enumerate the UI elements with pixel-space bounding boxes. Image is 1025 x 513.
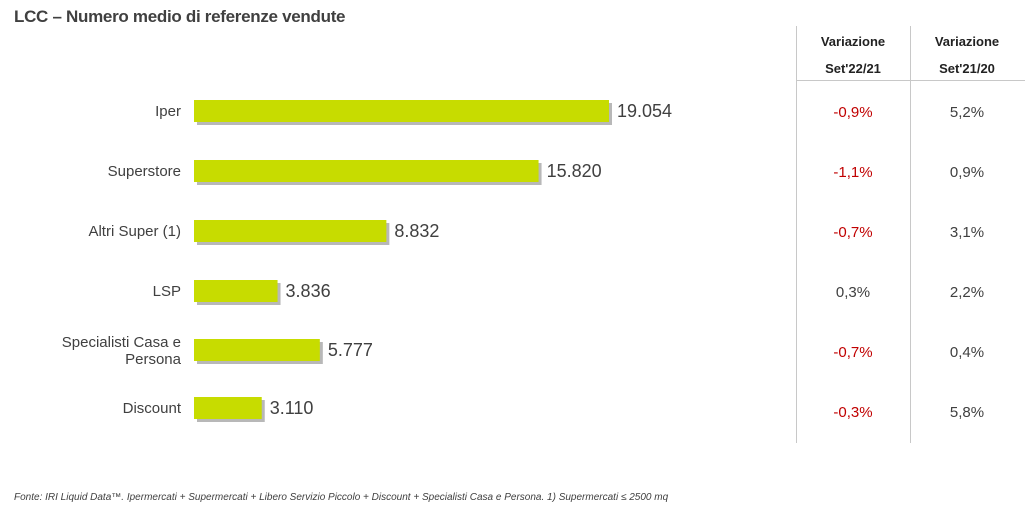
column-header-line1: Variazione <box>934 34 1000 49</box>
variation-22-21-value: -0,7% <box>833 224 873 241</box>
category-label: LSP <box>153 283 181 300</box>
column-header-var-21-20: Variazione Set'21/20 <box>917 28 1017 82</box>
variation-21-20-value: 3,1% <box>949 224 985 241</box>
bar <box>194 220 387 242</box>
value-label: 3.836 <box>286 281 331 301</box>
variation-21-20-value: 5,2% <box>949 104 985 121</box>
column-header-var-22-21: Variazione Set'22/21 <box>803 28 903 82</box>
variation-22-21-value: 0,3% <box>835 284 871 301</box>
column-header-line2: Set'21/20 <box>939 61 995 76</box>
category-label: Discount <box>123 400 182 417</box>
variation-21-20-value: 0,9% <box>949 164 985 181</box>
variation-21-20-value: 5,8% <box>949 404 985 421</box>
value-label: 19.054 <box>617 101 672 121</box>
value-label: 3.110 <box>270 398 314 418</box>
bar <box>194 100 609 122</box>
column-divider-middle <box>910 26 911 443</box>
bar <box>194 339 320 361</box>
category-label: Altri Super (1) <box>88 223 181 240</box>
bar <box>194 280 278 302</box>
bar <box>194 397 262 419</box>
category-label: Superstore <box>108 163 181 180</box>
value-label: 8.832 <box>394 221 439 241</box>
variation-22-21-value: -0,7% <box>833 344 873 361</box>
variation-21-20-value: 0,4% <box>949 344 985 361</box>
variation-22-21-value: -1,1% <box>833 164 873 181</box>
variation-22-21-value: -0,3% <box>833 404 873 421</box>
category-label: Iper <box>155 103 181 120</box>
source-footnote: Fonte: IRI Liquid Data™. Ipermercati + S… <box>14 492 669 503</box>
page-title: LCC – Numero medio di referenze vendute <box>14 7 346 26</box>
variation-22-21-value: -0,9% <box>833 104 873 121</box>
variation-21-20-value: 2,2% <box>949 284 985 301</box>
category-label: Specialisti Casa e Persona <box>62 334 182 368</box>
value-label: 5.777 <box>328 340 373 360</box>
bar-chart: 19.054 Iper 15.820 Superstore 8.832 Altri Sup… <box>62 100 672 422</box>
column-header-line1: Variazione <box>820 34 886 49</box>
bar <box>194 160 539 182</box>
value-label: 15.820 <box>547 161 602 181</box>
column-divider-left <box>796 26 797 443</box>
column-header-line2: Set'22/21 <box>825 61 881 76</box>
header-underline <box>796 80 1025 81</box>
